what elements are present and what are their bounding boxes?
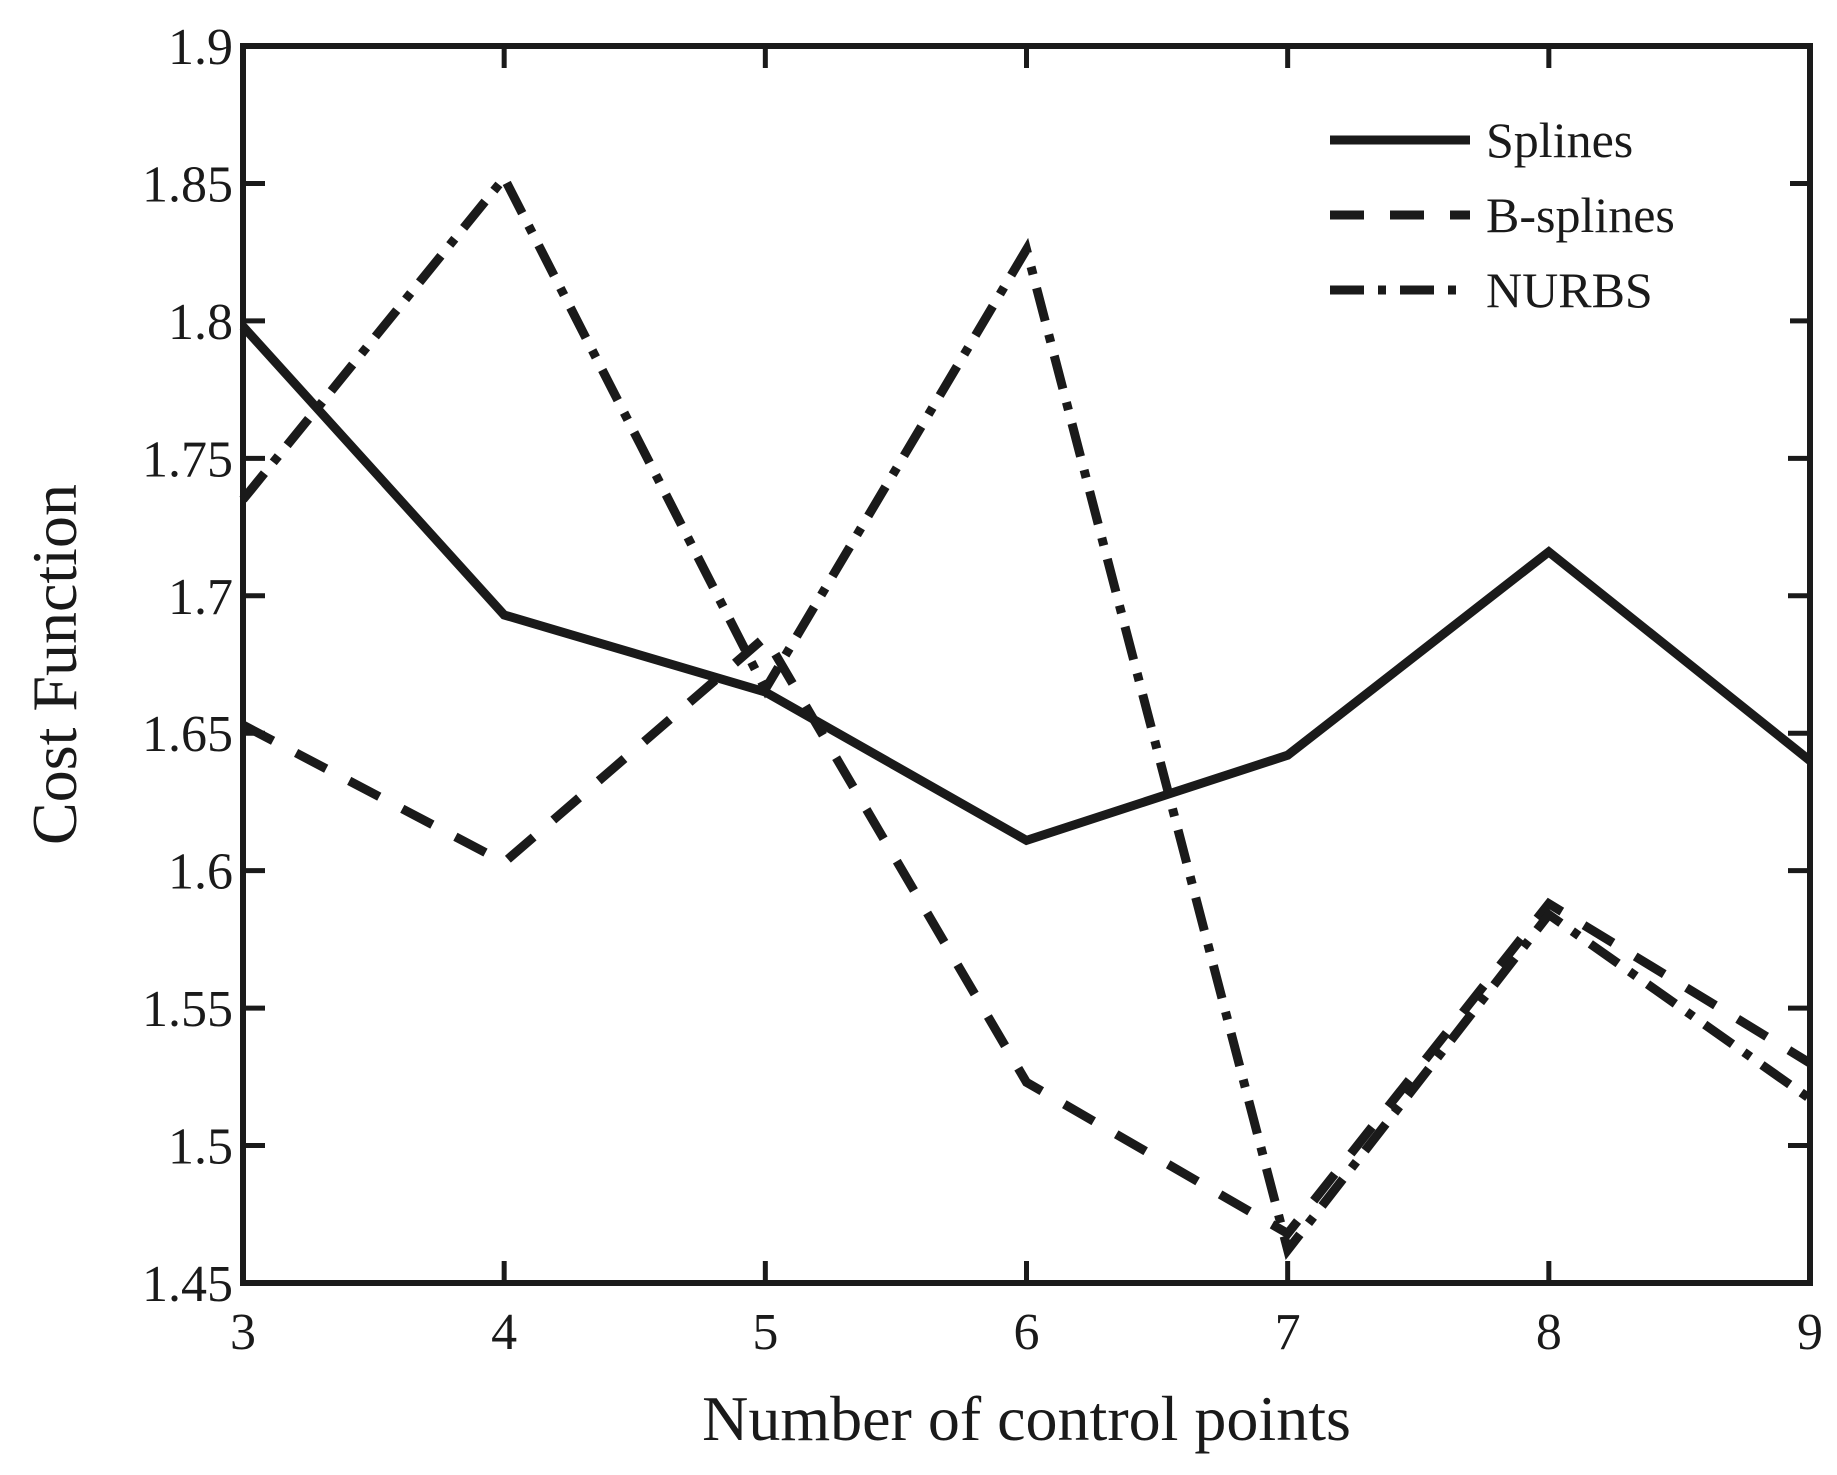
series-layer — [239, 169, 1813, 1260]
series-line-nurbs — [239, 169, 1813, 1260]
x-tick-label: 7 — [1275, 1304, 1301, 1361]
y-tick-label: 1.55 — [142, 981, 233, 1038]
y-tick-label: 1.7 — [168, 569, 233, 626]
x-tick-label: 5 — [752, 1304, 778, 1361]
series-line-splines — [239, 323, 1813, 846]
y-axis-title: Cost Function — [19, 484, 90, 845]
x-tick-label: 8 — [1536, 1304, 1562, 1361]
x-tick-label: 9 — [1797, 1304, 1823, 1361]
legend-label: B-splines — [1486, 187, 1675, 243]
y-tick-label: 1.6 — [168, 844, 233, 901]
y-tick-label: 1.45 — [142, 1256, 233, 1313]
y-tick-label: 1.75 — [142, 431, 233, 488]
y-tick-label: 1.5 — [168, 1119, 233, 1176]
y-tick-label: 1.85 — [142, 156, 233, 213]
series-line-b-splines — [240, 630, 1813, 1240]
y-tick-label: 1.8 — [168, 294, 233, 351]
x-axis-title: Number of control points — [702, 1383, 1351, 1454]
x-tick-label: 6 — [1014, 1304, 1040, 1361]
x-tick-label: 3 — [230, 1304, 256, 1361]
y-tick-label: 1.65 — [142, 706, 233, 763]
x-tick-label: 4 — [491, 1304, 517, 1361]
y-tick-label: 1.9 — [168, 19, 233, 76]
legend-label: NURBS — [1486, 262, 1653, 318]
axis-ticks: 3 4 5 6 7 8 9 1.45 1.5 1.55 1.6 1.65 1.7 1.75 1.8 1.85 1… — [142, 19, 1823, 1361]
legend: Splines B-splines NURBS — [1320, 100, 1790, 340]
legend-label: Splines — [1486, 112, 1633, 168]
